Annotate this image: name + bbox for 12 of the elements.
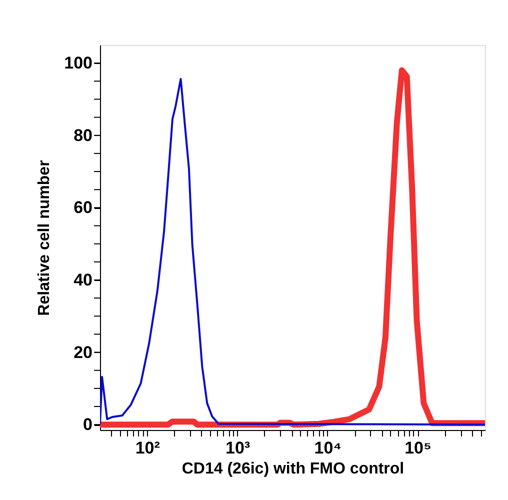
y-tick-label: 0 <box>83 415 92 434</box>
y-tick-label: 20 <box>74 342 92 362</box>
x-axis-title: CD14 (26ic) with FMO control <box>182 460 404 478</box>
y-tick-label: 40 <box>74 270 92 290</box>
y-tick-label: 60 <box>74 198 92 218</box>
y-tick-label: 100 <box>64 54 92 73</box>
x-tick-label: 10⁵ <box>404 438 432 458</box>
x-tick-label: 10⁴ <box>314 438 342 458</box>
y-axis-title: Relative cell number <box>36 160 54 316</box>
y-tick-label: 80 <box>74 126 92 145</box>
x-tick-label: 10³ <box>225 438 250 458</box>
x-tick-label: 10² <box>135 438 160 458</box>
